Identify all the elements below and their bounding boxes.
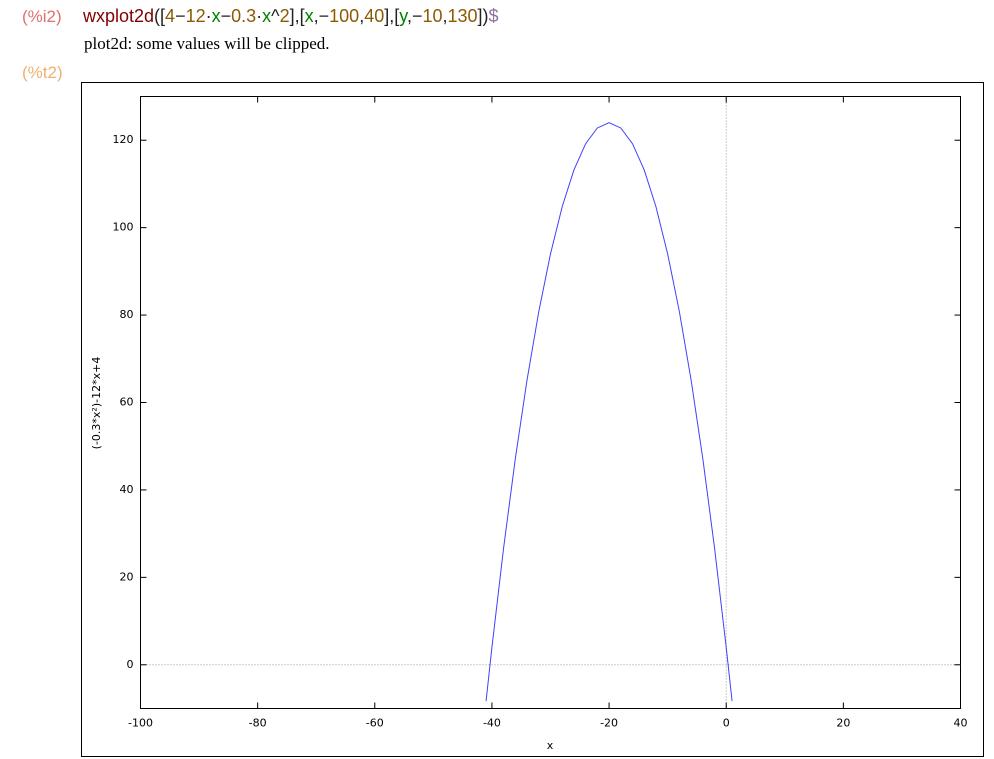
x-tick-label: 0 <box>723 717 730 730</box>
input-label: (%i2) <box>22 7 62 26</box>
input-token: x <box>262 6 272 26</box>
input-token: y <box>399 6 407 26</box>
input-token: 12 <box>185 6 206 26</box>
input-token: x <box>211 6 221 26</box>
y-axis-label: (-0.3*x²)-12*x+4 <box>90 357 103 450</box>
input-token: ([ <box>154 6 166 26</box>
y-tick-label: 20 <box>120 570 134 583</box>
input-token: x <box>304 6 314 26</box>
message: plot2d: some values will be clipped. <box>84 34 330 53</box>
input-token: 100 <box>329 6 360 26</box>
input-token: 10 <box>422 6 443 26</box>
curve <box>485 122 733 702</box>
input-token: ],[ <box>384 6 400 26</box>
y-tick-label: 80 <box>120 308 134 321</box>
y-tick-label: 60 <box>120 396 134 409</box>
y-tick-label: 40 <box>120 483 134 496</box>
input-token: 40 <box>364 6 385 26</box>
input-token: · <box>205 6 212 26</box>
x-tick-label: -80 <box>249 717 267 730</box>
input-token: , <box>442 6 448 26</box>
input-token: wxplot2d <box>83 6 155 26</box>
x-tick-label: -40 <box>483 717 501 730</box>
input-token: − <box>220 6 232 26</box>
y-tick-label: 0 <box>127 658 134 671</box>
x-tick-label: -60 <box>366 717 384 730</box>
input-token: · <box>256 6 263 26</box>
input-token: ],[ <box>289 6 305 26</box>
y-tick-label: 100 <box>113 221 134 234</box>
input-token: 130 <box>447 6 478 26</box>
plot-frame <box>81 82 984 757</box>
input-expression[interactable]: wxplot2d([4−12·x−0.3·x^2],[x,−100,40],[y… <box>83 6 499 27</box>
output-label: (%t2) <box>22 63 63 82</box>
y-tick-label: 120 <box>113 133 134 146</box>
input-token: ^ <box>271 6 280 26</box>
input-token: 0.3 <box>231 6 257 26</box>
input-token: $ <box>488 6 499 26</box>
input-token: ,− <box>313 6 330 26</box>
x-tick-label: -100 <box>128 717 153 730</box>
input-token: ,− <box>406 6 423 26</box>
input-token: ]) <box>477 6 489 26</box>
x-axis-label: x <box>547 739 554 752</box>
input-token: , <box>359 6 365 26</box>
x-tick-label: 40 <box>954 717 968 730</box>
input-token: 2 <box>279 6 290 26</box>
x-tick-label: -20 <box>600 717 618 730</box>
x-tick-label: 20 <box>836 717 850 730</box>
input-token: − <box>175 6 186 26</box>
input-token: 4 <box>165 6 176 26</box>
